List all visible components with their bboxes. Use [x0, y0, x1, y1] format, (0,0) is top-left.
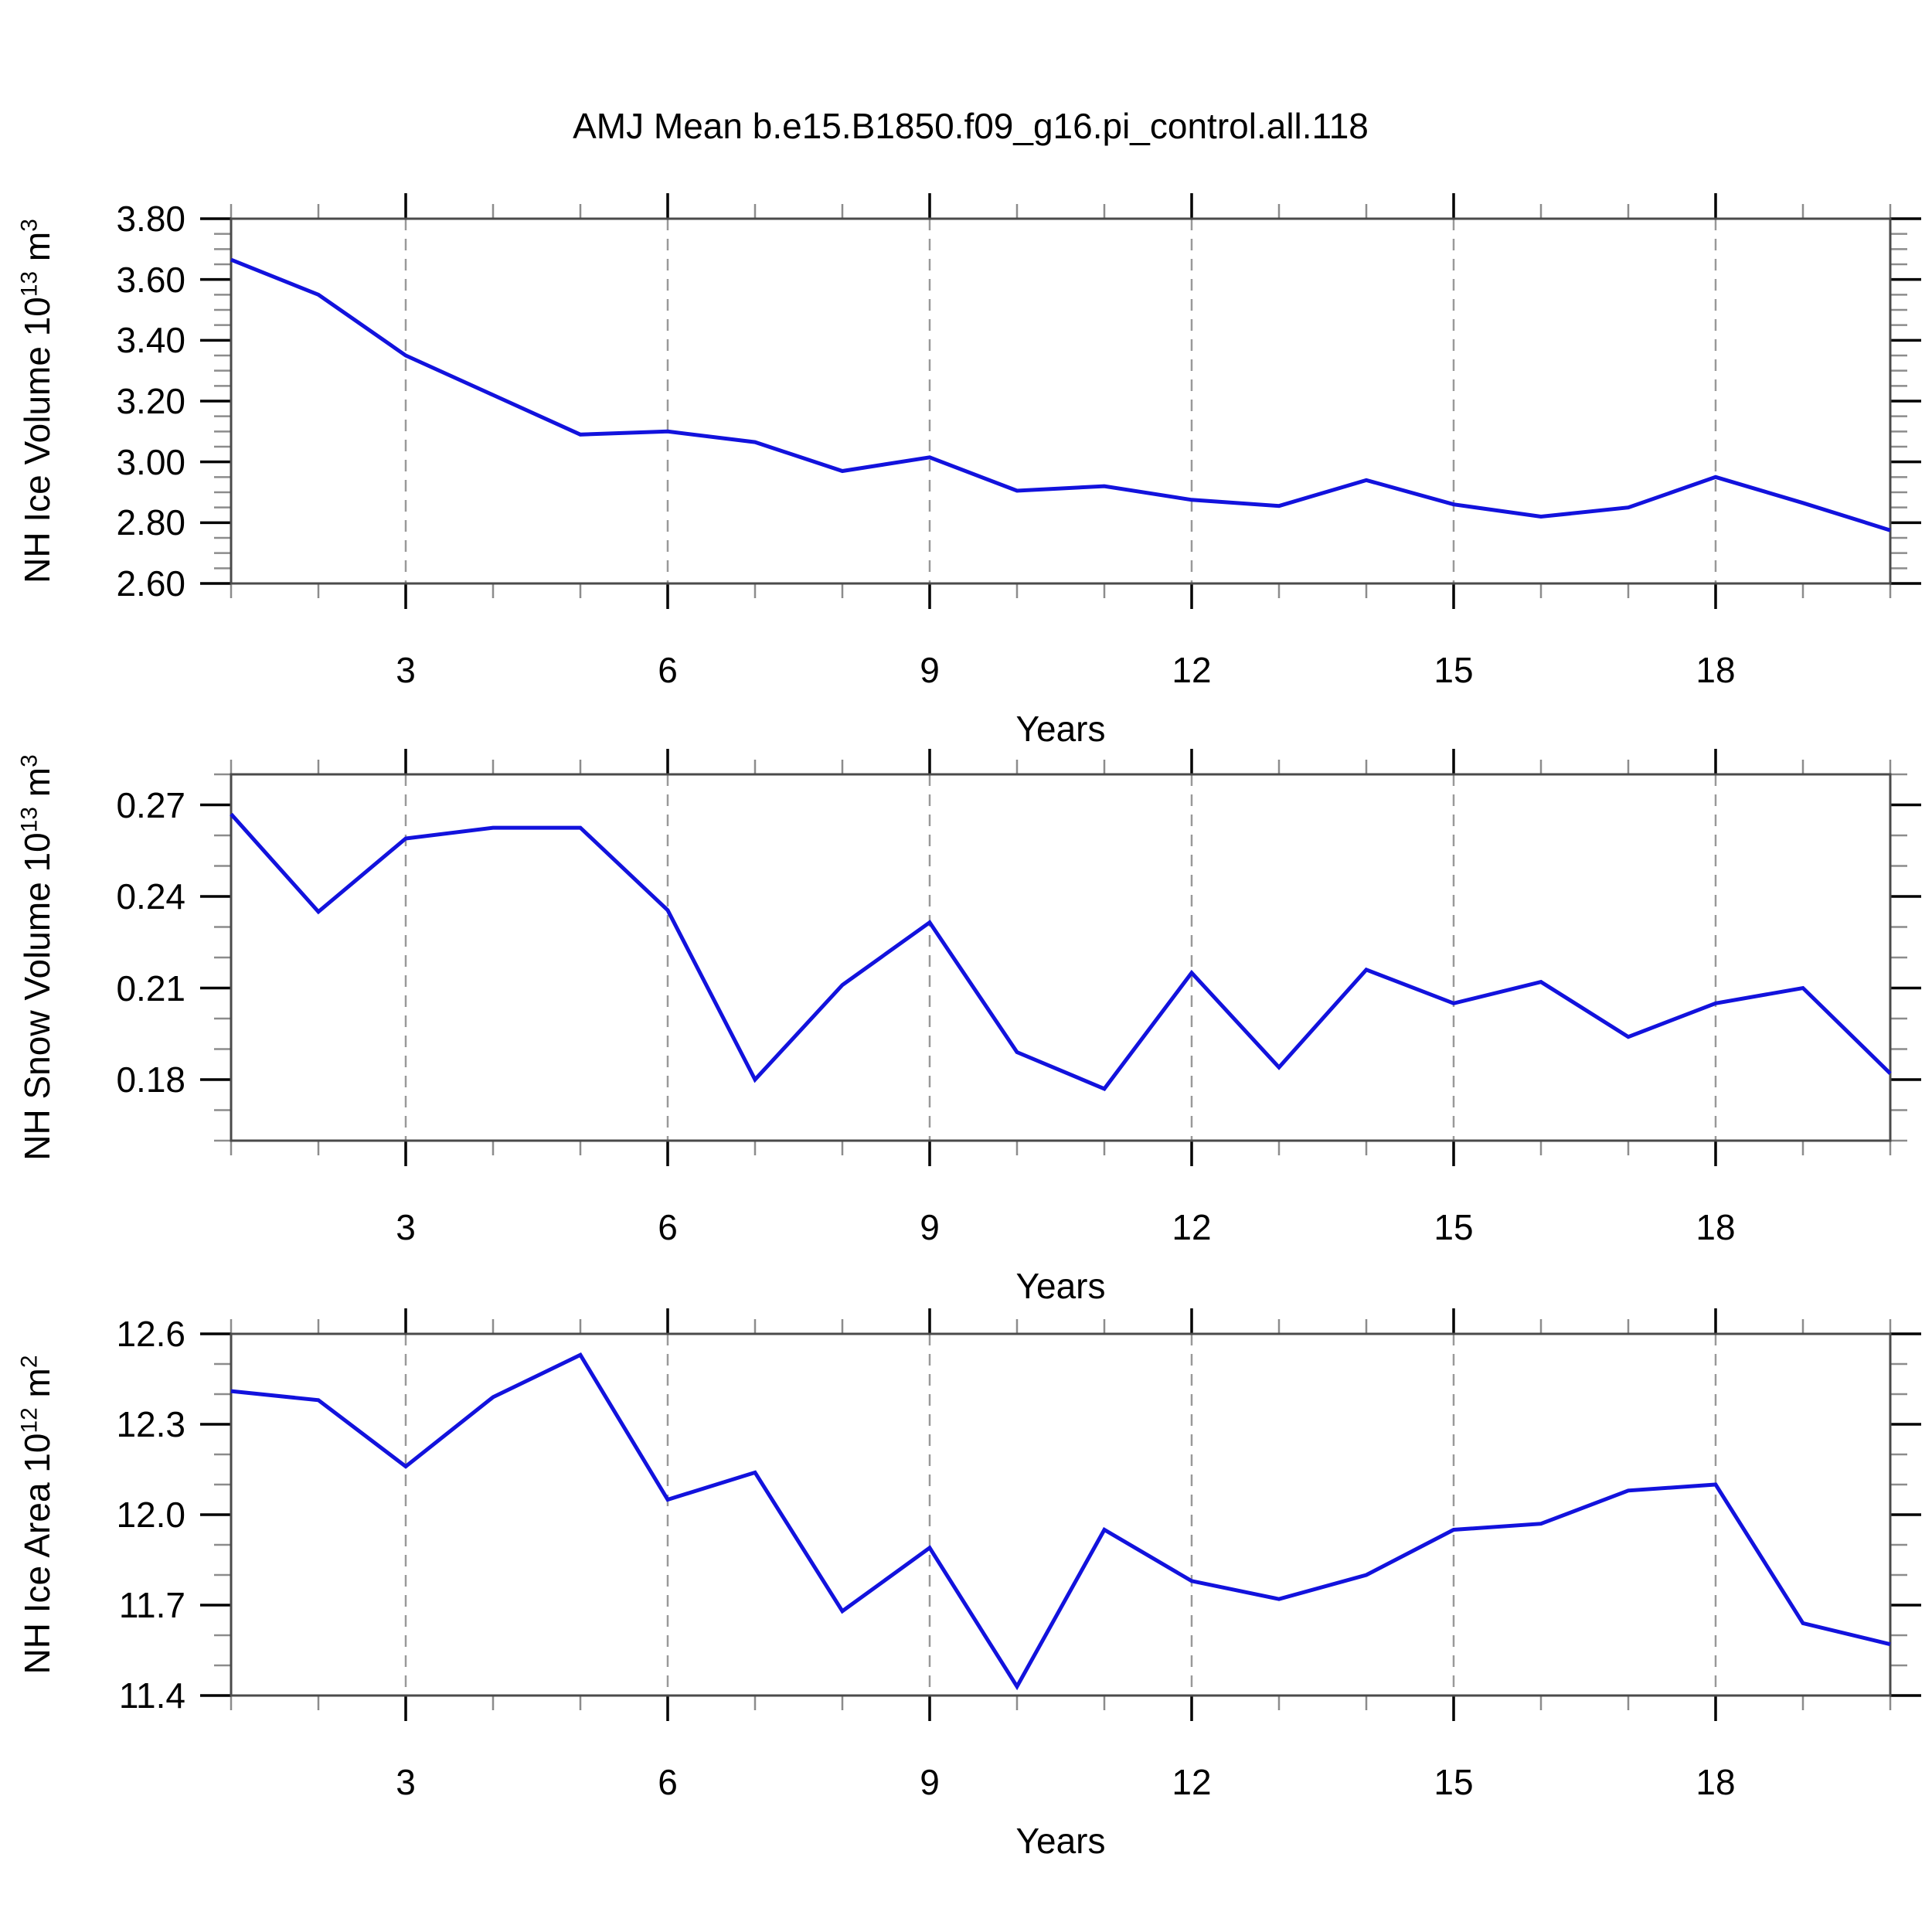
panel-nh-ice-area-y-tick-label: 11.7	[118, 1585, 185, 1625]
panel-nh-ice-area-x-tick-label: 9	[920, 1762, 940, 1802]
panel-nh-snow-volume-x-tick-label: 18	[1696, 1207, 1736, 1247]
y-axis-title-text: NH Snow Volume 10	[17, 832, 57, 1161]
panel-nh-ice-area-y-tick-label: 12.6	[116, 1314, 185, 1354]
panel-nh-ice-area-y-tick-label: 12.3	[116, 1404, 185, 1444]
panel-nh-snow-volume-x-tick-label: 12	[1172, 1207, 1212, 1247]
panel-nh-snow-volume-y-axis-title: NH Snow Volume 1013 m3	[16, 754, 58, 1160]
panel-nh-ice-volume-y-tick-label: 2.80	[116, 502, 185, 543]
y-axis-title-text: m	[17, 231, 57, 271]
panel-nh-snow-volume-x-tick-label: 15	[1434, 1207, 1474, 1247]
y-axis-title-text: NH Ice Area 10	[17, 1433, 57, 1675]
panel-nh-ice-volume-y-tick-label: 3.60	[116, 259, 185, 300]
figure-title: AMJ Mean b.e15.B1850.f09_g16.pi_control.…	[573, 106, 1369, 146]
panel-nh-ice-area-x-tick-label: 18	[1696, 1762, 1736, 1802]
panel-nh-snow-volume-y-tick-label: 0.24	[116, 876, 185, 917]
panel-nh-ice-area-y-axis-title: NH Ice Area 1012 m2	[16, 1355, 58, 1675]
panel-nh-snow-volume-y-tick-label: 0.27	[116, 784, 185, 825]
panel-nh-ice-volume-y-tick-label: 3.20	[116, 381, 185, 421]
panel-nh-snow-volume-y-tick-label: 0.21	[116, 968, 185, 1009]
panel-nh-snow-volume-x-tick-label: 9	[920, 1207, 940, 1247]
panel-nh-snow-volume-data-line	[230, 812, 1892, 1091]
panel-nh-ice-volume-x-tick-label: 9	[920, 650, 940, 690]
panel-nh-ice-area-y-tick-label: 11.4	[118, 1675, 185, 1716]
panel-nh-ice-volume-x-tick-label: 18	[1696, 650, 1736, 690]
panel-nh-ice-area-x-axis-title: Years	[1015, 1821, 1106, 1861]
y-axis-title-superscript: 13	[16, 270, 43, 298]
y-axis-title-text: m	[17, 1368, 57, 1408]
y-axis-title-superscript: 2	[16, 1355, 43, 1369]
panel-nh-ice-area-x-tick-label: 6	[658, 1762, 678, 1802]
panel-nh-ice-area-data-line	[230, 1352, 1891, 1691]
panel-nh-ice-volume-y-tick-label: 2.60	[116, 563, 185, 604]
panel-nh-ice-volume-y-tick-label: 3.80	[116, 199, 185, 239]
panel-nh-ice-area-x-tick-label: 15	[1434, 1762, 1474, 1802]
panel-nh-ice-volume-y-axis-title: NH Ice Volume 1013 m3	[16, 219, 58, 583]
panel-nh-ice-volume-x-tick-label: 6	[658, 650, 678, 690]
y-axis-title-superscript: 12	[16, 1407, 43, 1434]
panel-nh-ice-area-y-tick-label: 12.0	[116, 1495, 185, 1535]
y-axis-title-text: NH Ice Volume 10	[17, 297, 57, 583]
panel-nh-snow-volume-x-tick-label: 3	[396, 1207, 416, 1247]
panel-nh-snow-volume-y-tick-label: 0.18	[116, 1060, 185, 1100]
panel-nh-ice-volume-y-tick-label: 3.40	[116, 320, 185, 361]
y-axis-title-superscript: 3	[16, 219, 43, 232]
panel-nh-ice-volume-data-line	[230, 257, 1891, 532]
panel-nh-ice-volume-frame	[230, 217, 1892, 585]
panel-nh-snow-volume-x-axis-title: Years	[1015, 1266, 1106, 1306]
y-axis-title-superscript: 13	[16, 807, 43, 833]
panel-nh-snow-volume-x-tick-label: 6	[658, 1207, 678, 1247]
panel-nh-ice-volume-x-tick-label: 3	[396, 650, 416, 690]
y-axis-title-superscript: 3	[16, 754, 43, 767]
panel-nh-ice-volume-x-axis-title: Years	[1015, 709, 1106, 749]
panel-nh-snow-volume-frame	[230, 773, 1892, 1142]
panel-nh-ice-volume-x-tick-label: 15	[1434, 650, 1474, 690]
panel-nh-ice-area-x-tick-label: 12	[1172, 1762, 1212, 1802]
y-axis-title-text: m	[17, 767, 57, 808]
panel-nh-ice-area-frame	[230, 1332, 1892, 1697]
panel-nh-ice-volume-x-tick-label: 12	[1172, 650, 1212, 690]
panel-nh-ice-area-x-tick-label: 3	[396, 1762, 416, 1802]
panel-nh-ice-volume-y-tick-label: 3.00	[116, 441, 185, 482]
